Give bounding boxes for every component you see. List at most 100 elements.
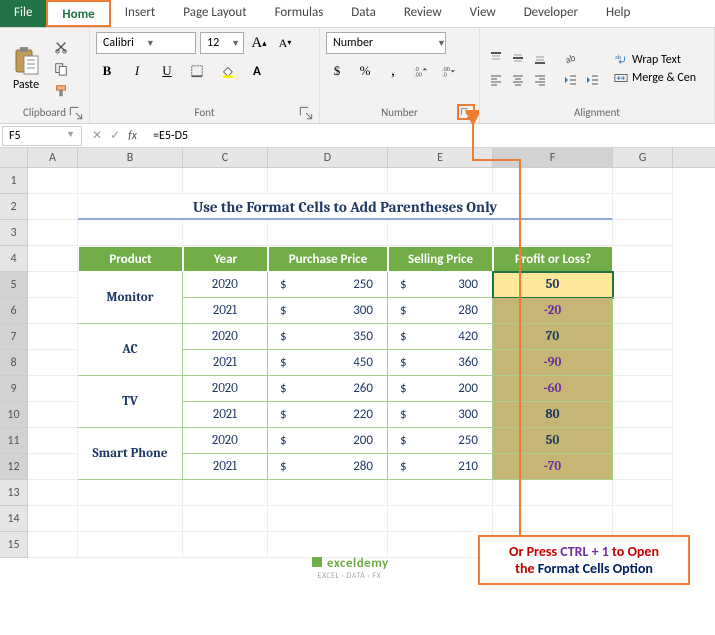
cell[interactable]	[493, 480, 613, 506]
purchase-price-cell[interactable]: $200	[268, 428, 388, 454]
selling-price-cell[interactable]: $420	[388, 324, 493, 350]
cell[interactable]	[78, 506, 183, 532]
selling-price-cell[interactable]: $360	[388, 350, 493, 376]
font-launcher[interactable]	[297, 104, 315, 120]
year-cell[interactable]: 2021	[183, 454, 268, 480]
row-header-10[interactable]: 10	[0, 402, 28, 428]
row-header-5[interactable]: 5	[0, 272, 28, 298]
cell[interactable]	[78, 532, 183, 558]
align-center-button[interactable]	[508, 71, 528, 89]
orientation-button[interactable]: ab	[560, 49, 580, 67]
cell[interactable]	[28, 272, 78, 298]
font-name-combo[interactable]: Calibri▼	[96, 32, 196, 54]
cell[interactable]	[613, 428, 673, 454]
profit-loss-cell[interactable]: 50	[493, 428, 613, 454]
row-header-8[interactable]: 8	[0, 350, 28, 376]
cell[interactable]	[613, 324, 673, 350]
number-format-combo[interactable]: Number▼	[326, 32, 446, 54]
cell[interactable]	[28, 506, 78, 532]
col-header-G[interactable]: G	[613, 148, 673, 167]
col-header-D[interactable]: D	[268, 148, 388, 167]
selling-price-cell[interactable]: $300	[388, 402, 493, 428]
fx-icon[interactable]: fx	[128, 129, 137, 143]
product-cell[interactable]: TV	[78, 376, 183, 428]
name-box[interactable]: F5 ▼	[2, 126, 82, 146]
font-color-button[interactable]: A	[246, 60, 268, 82]
align-bottom-button[interactable]	[530, 49, 550, 67]
tab-file[interactable]: File	[0, 0, 46, 27]
cell[interactable]	[28, 532, 78, 558]
row-header-12[interactable]: 12	[0, 454, 28, 480]
profit-loss-cell[interactable]: -20	[493, 298, 613, 324]
cell[interactable]	[183, 480, 268, 506]
tab-review[interactable]: Review	[390, 0, 456, 27]
cell[interactable]	[388, 506, 493, 532]
selling-price-cell[interactable]: $200	[388, 376, 493, 402]
cell[interactable]	[613, 402, 673, 428]
bold-button[interactable]: B	[96, 60, 118, 82]
row-header-13[interactable]: 13	[0, 480, 28, 506]
cell[interactable]	[28, 428, 78, 454]
cell[interactable]	[388, 168, 493, 194]
cell[interactable]	[28, 246, 78, 272]
tab-home[interactable]: Home	[46, 0, 110, 27]
cell[interactable]	[28, 194, 78, 220]
cell[interactable]	[493, 220, 613, 246]
cell[interactable]	[183, 168, 268, 194]
cell[interactable]	[613, 246, 673, 272]
cell[interactable]	[28, 480, 78, 506]
cell[interactable]	[388, 480, 493, 506]
cell[interactable]	[28, 220, 78, 246]
profit-loss-cell[interactable]: 70	[493, 324, 613, 350]
row-header-2[interactable]: 2	[0, 194, 28, 220]
decrease-decimal-button[interactable]: .00.0	[438, 60, 460, 82]
selling-price-cell[interactable]: $300	[388, 272, 493, 298]
number-launcher[interactable]	[457, 104, 475, 120]
tab-page-layout[interactable]: Page Layout	[169, 0, 260, 27]
align-left-button[interactable]	[486, 71, 506, 89]
profit-loss-cell[interactable]: -70	[493, 454, 613, 480]
product-cell[interactable]: Monitor	[78, 272, 183, 324]
border-button[interactable]	[186, 60, 208, 82]
tab-data[interactable]: Data	[337, 0, 390, 27]
underline-button[interactable]: U	[156, 60, 178, 82]
purchase-price-cell[interactable]: $260	[268, 376, 388, 402]
format-painter-button[interactable]	[52, 82, 70, 100]
col-header-E[interactable]: E	[388, 148, 493, 167]
cell[interactable]	[613, 298, 673, 324]
row-header-15[interactable]: 15	[0, 532, 28, 558]
cell[interactable]	[28, 350, 78, 376]
enter-formula-icon[interactable]: ✓	[110, 128, 120, 143]
cell[interactable]	[493, 506, 613, 532]
col-header-C[interactable]: C	[183, 148, 268, 167]
purchase-price-cell[interactable]: $450	[268, 350, 388, 376]
cell[interactable]	[28, 324, 78, 350]
wrap-text-button[interactable]: abWrap Text	[614, 53, 696, 67]
cell[interactable]	[268, 480, 388, 506]
year-cell[interactable]: 2021	[183, 298, 268, 324]
cell[interactable]	[613, 480, 673, 506]
percent-button[interactable]: %	[354, 60, 376, 82]
cell[interactable]	[613, 168, 673, 194]
italic-button[interactable]: I	[126, 60, 148, 82]
cell[interactable]	[613, 194, 673, 220]
col-header-A[interactable]: A	[28, 148, 78, 167]
tab-formulas[interactable]: Formulas	[261, 0, 338, 27]
cell[interactable]	[268, 506, 388, 532]
cell[interactable]	[268, 220, 388, 246]
table-title[interactable]: Use the Format Cells to Add Parentheses …	[78, 194, 613, 220]
year-cell[interactable]: 2021	[183, 350, 268, 376]
purchase-price-cell[interactable]: $280	[268, 454, 388, 480]
selling-price-cell[interactable]: $250	[388, 428, 493, 454]
cell[interactable]	[183, 532, 268, 558]
increase-decimal-button[interactable]: .0.00	[410, 60, 432, 82]
cell[interactable]	[28, 298, 78, 324]
copy-button[interactable]	[52, 60, 70, 78]
row-header-4[interactable]: 4	[0, 246, 28, 272]
comma-button[interactable]: ,	[382, 60, 404, 82]
profit-loss-cell[interactable]: 50	[493, 272, 613, 298]
row-header-3[interactable]: 3	[0, 220, 28, 246]
cell[interactable]	[613, 350, 673, 376]
decrease-indent-button[interactable]	[560, 71, 580, 89]
decrease-font-button[interactable]: A▾	[274, 32, 296, 54]
